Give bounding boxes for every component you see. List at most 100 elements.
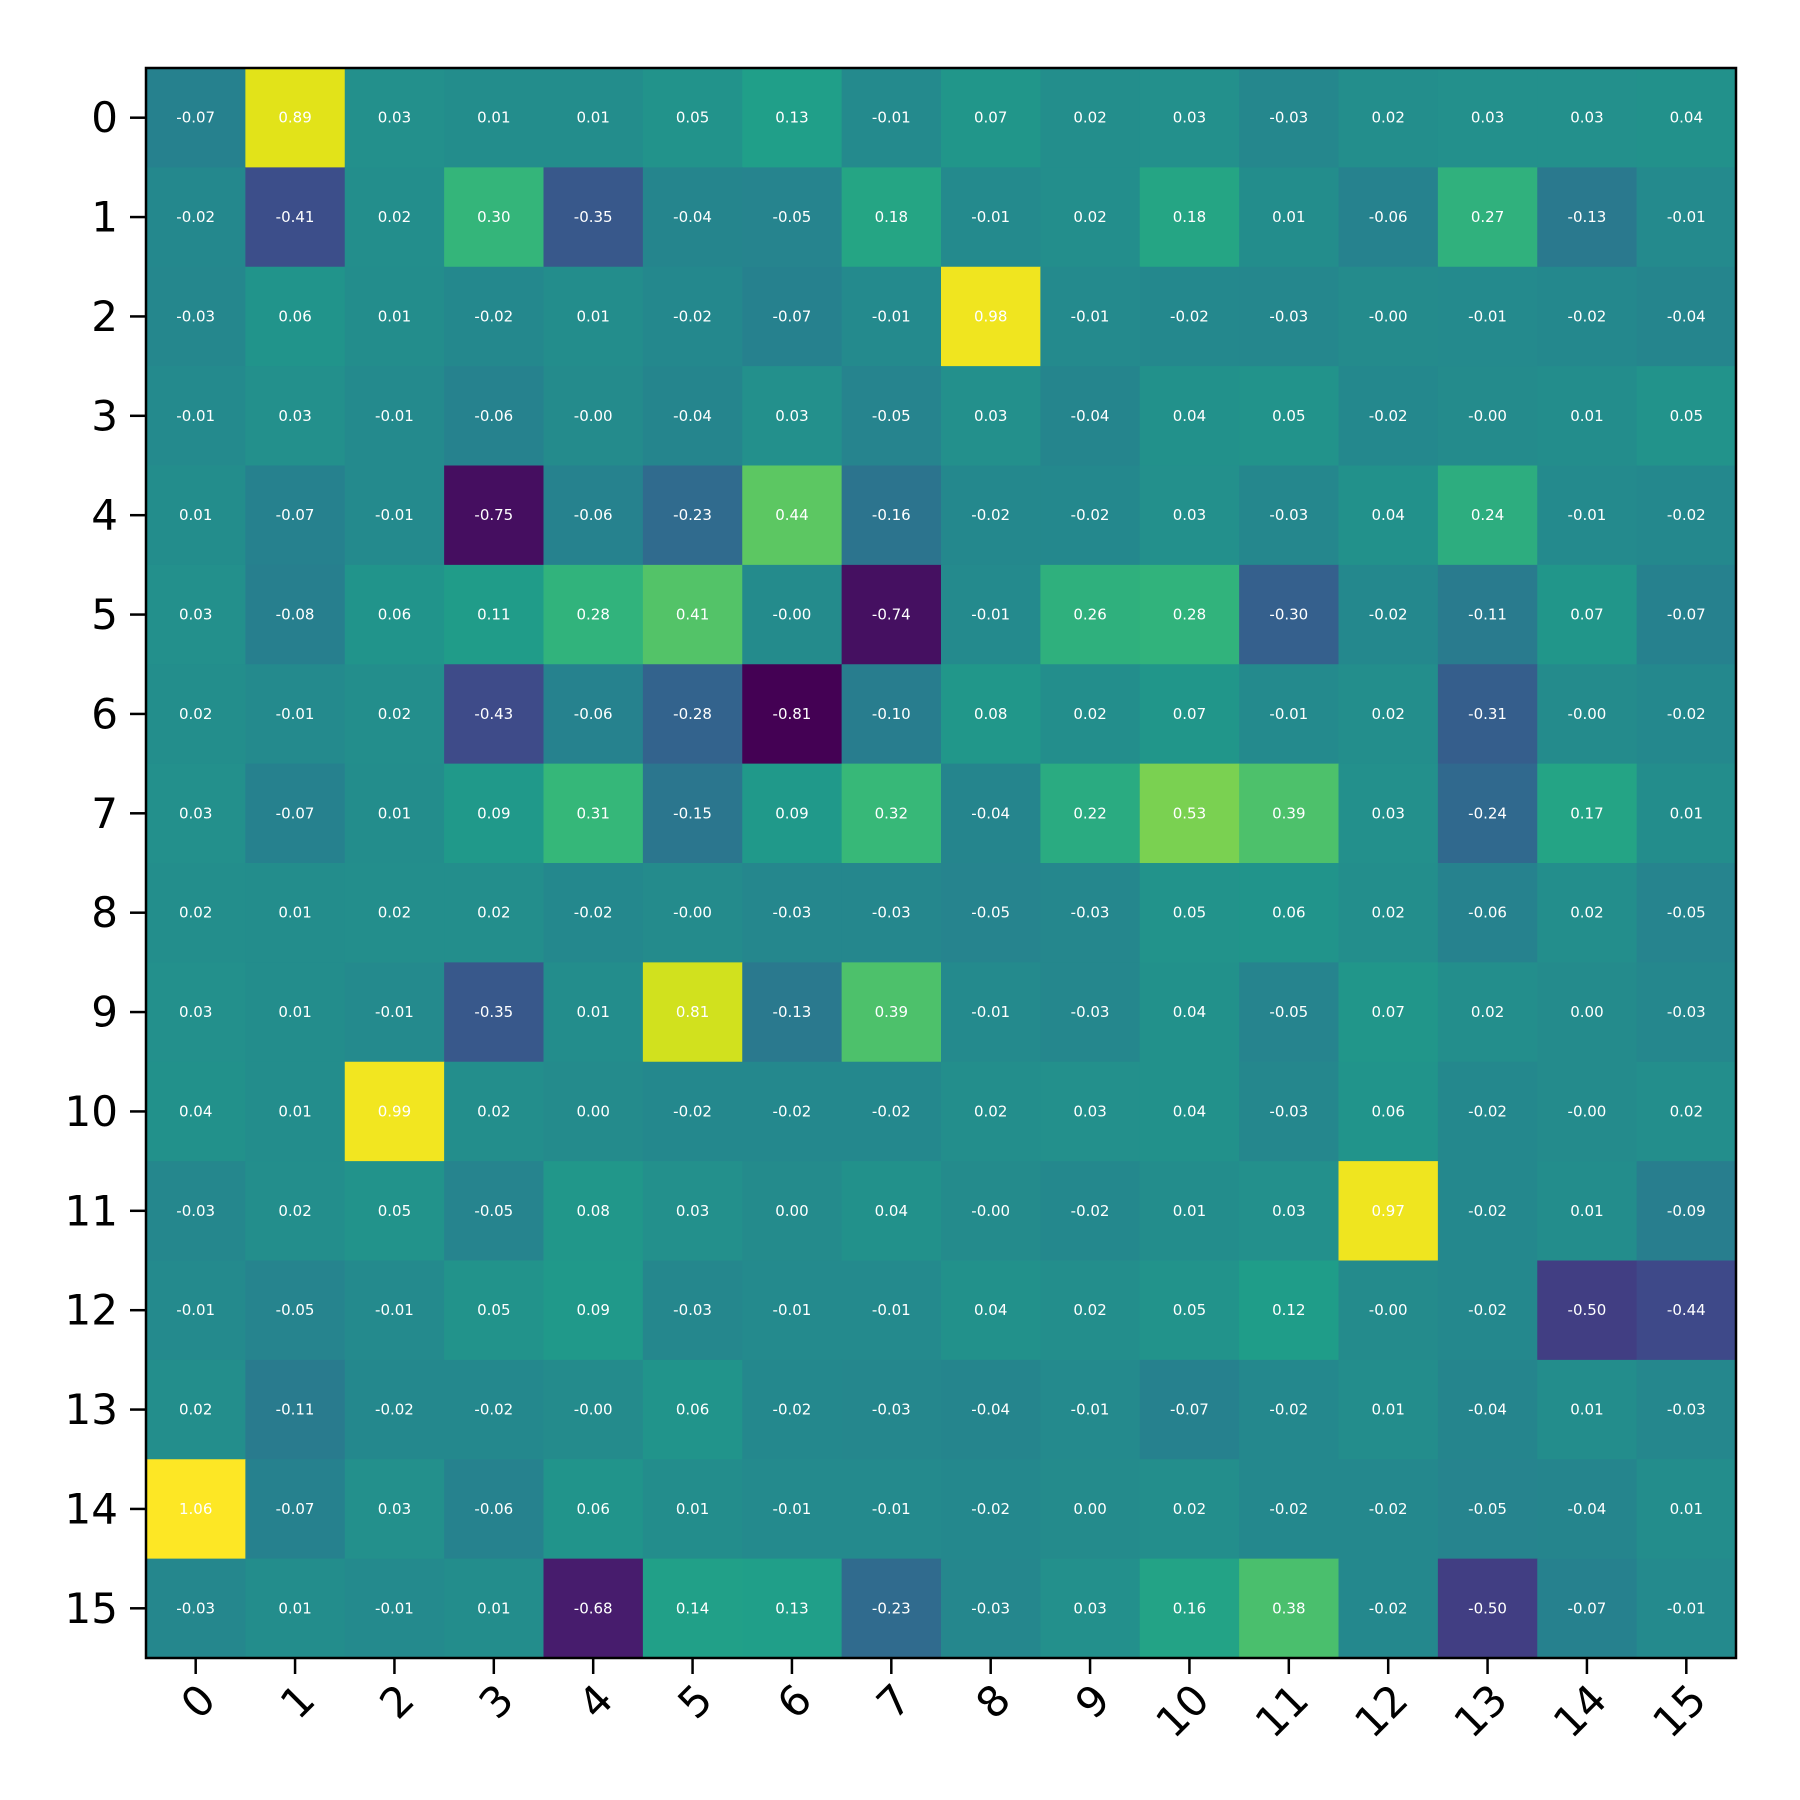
cell-value-label-r6-c11: -0.01 bbox=[1269, 705, 1308, 723]
heatmap-cell-r10-c14 bbox=[1537, 1061, 1638, 1162]
heatmap-cell-r2-c12 bbox=[1338, 266, 1439, 367]
cell-value-label-r1-c0: -0.02 bbox=[176, 208, 215, 226]
heatmap-cell-r5-c7 bbox=[841, 564, 942, 665]
heatmap-cell-r13-c10 bbox=[1139, 1359, 1240, 1460]
heatmap-cell-r12-c2 bbox=[344, 1260, 445, 1361]
heatmap-cell-r3-c5 bbox=[642, 366, 743, 467]
cell-value-label-r8-c1: 0.01 bbox=[278, 904, 311, 922]
heatmap-cell-r8-c13 bbox=[1437, 863, 1538, 963]
cell-value-label-r4-c11: -0.03 bbox=[1269, 506, 1308, 524]
y-tick-label-11: 11 bbox=[65, 1186, 118, 1235]
heatmap-cell-r7-c13 bbox=[1437, 763, 1538, 864]
heatmap-cell-r3-c11 bbox=[1239, 366, 1340, 467]
cell-value-label-r4-c10: 0.03 bbox=[1173, 506, 1206, 524]
cell-value-label-r5-c12: -0.02 bbox=[1369, 606, 1408, 624]
heatmap-cell-r14-c6 bbox=[742, 1459, 843, 1560]
cell-value-label-r0-c13: 0.03 bbox=[1471, 109, 1504, 127]
cell-value-label-r9-c14: 0.00 bbox=[1570, 1003, 1603, 1021]
heatmap-cell-r11-c2 bbox=[344, 1161, 445, 1262]
heatmap-cell-r12-c10 bbox=[1139, 1260, 1240, 1361]
heatmap-cell-r10-c6 bbox=[742, 1061, 843, 1162]
heatmap-cell-r10-c1 bbox=[245, 1061, 346, 1162]
cell-value-label-r3-c2: -0.01 bbox=[375, 407, 414, 425]
cell-value-label-r10-c9: 0.03 bbox=[1073, 1102, 1106, 1120]
heatmap-cell-r6-c2 bbox=[344, 664, 445, 765]
y-tick-label-2: 2 bbox=[91, 292, 118, 341]
heatmap-cell-r3-c13 bbox=[1437, 366, 1538, 467]
heatmap-cell-r1-c13 bbox=[1437, 167, 1538, 268]
cell-value-label-r1-c3: 0.30 bbox=[477, 208, 510, 226]
heatmap-cell-r8-c1 bbox=[245, 863, 346, 963]
cell-value-label-r10-c8: 0.02 bbox=[974, 1102, 1007, 1120]
cell-value-label-r6-c12: 0.02 bbox=[1371, 705, 1404, 723]
heatmap-cell-r14-c15 bbox=[1636, 1459, 1737, 1560]
cell-value-label-r9-c7: 0.39 bbox=[875, 1003, 908, 1021]
heatmap-cell-r9-c4 bbox=[543, 962, 644, 1063]
heatmap-cell-r0-c7 bbox=[841, 68, 942, 168]
heatmap-cell-r14-c1 bbox=[245, 1459, 346, 1560]
cell-value-label-r7-c3: 0.09 bbox=[477, 804, 510, 822]
cell-value-label-r15-c2: -0.01 bbox=[375, 1599, 414, 1617]
cell-value-label-r7-c9: 0.22 bbox=[1073, 804, 1106, 822]
cell-value-label-r0-c7: -0.01 bbox=[872, 109, 911, 127]
heatmap-cell-r6-c7 bbox=[841, 664, 942, 765]
heatmap-cell-r0-c12 bbox=[1338, 68, 1439, 168]
heatmap-cell-r7-c8 bbox=[941, 763, 1041, 864]
cell-value-label-r2-c5: -0.02 bbox=[673, 307, 712, 325]
cell-value-label-r10-c0: 0.04 bbox=[179, 1102, 212, 1120]
heatmap-cell-r9-c0 bbox=[146, 962, 246, 1063]
heatmap-cell-r12-c1 bbox=[245, 1260, 346, 1361]
heatmap-cell-r13-c14 bbox=[1537, 1359, 1638, 1460]
cell-value-label-r6-c9: 0.02 bbox=[1073, 705, 1106, 723]
cell-value-label-r7-c11: 0.39 bbox=[1272, 804, 1305, 822]
heatmap-cell-r0-c2 bbox=[344, 68, 445, 168]
cell-value-label-r3-c0: -0.01 bbox=[176, 407, 215, 425]
cell-value-label-r7-c7: 0.32 bbox=[875, 804, 908, 822]
heatmap-cell-r3-c1 bbox=[245, 366, 346, 467]
heatmap-cell-r12-c9 bbox=[1040, 1260, 1141, 1361]
cell-value-label-r5-c15: -0.07 bbox=[1667, 606, 1706, 624]
cell-value-label-r15-c0: -0.03 bbox=[176, 1599, 215, 1617]
heatmap-cell-r8-c5 bbox=[642, 863, 743, 963]
heatmap-cell-r8-c0 bbox=[146, 863, 246, 963]
cell-value-label-r0-c12: 0.02 bbox=[1371, 109, 1404, 127]
cell-value-label-r10-c5: -0.02 bbox=[673, 1102, 712, 1120]
cell-value-label-r11-c10: 0.01 bbox=[1173, 1202, 1206, 1220]
cell-value-label-r7-c5: -0.15 bbox=[673, 804, 712, 822]
heatmap-cell-r4-c7 bbox=[841, 465, 942, 566]
cell-value-label-r7-c13: -0.24 bbox=[1468, 804, 1507, 822]
heatmap-cell-r7-c0 bbox=[146, 763, 246, 864]
heatmap-cell-r14-c9 bbox=[1040, 1459, 1141, 1560]
heatmap-cell-r13-c7 bbox=[841, 1359, 942, 1460]
heatmap-cell-r11-c13 bbox=[1437, 1161, 1538, 1262]
heatmap-cell-r6-c3 bbox=[444, 664, 545, 765]
heatmap-cell-r4-c9 bbox=[1040, 465, 1141, 566]
cell-value-label-r11-c9: -0.02 bbox=[1071, 1202, 1110, 1220]
cell-value-label-r6-c1: -0.01 bbox=[276, 705, 315, 723]
cell-value-label-r13-c15: -0.03 bbox=[1667, 1401, 1706, 1419]
heatmap-cell-r11-c6 bbox=[742, 1161, 843, 1262]
cell-value-label-r10-c1: 0.01 bbox=[278, 1102, 311, 1120]
heatmap-cell-r4-c4 bbox=[543, 465, 644, 566]
heatmap-cell-r9-c9 bbox=[1040, 962, 1141, 1063]
heatmap-cell-r3-c7 bbox=[841, 366, 942, 467]
heatmap-cell-r6-c5 bbox=[642, 664, 743, 765]
cell-value-label-r8-c8: -0.05 bbox=[971, 904, 1010, 922]
cell-value-label-r1-c9: 0.02 bbox=[1073, 208, 1106, 226]
cell-value-label-r11-c14: 0.01 bbox=[1570, 1202, 1603, 1220]
cell-value-label-r11-c1: 0.02 bbox=[278, 1202, 311, 1220]
y-tick-label-0: 0 bbox=[91, 93, 118, 142]
heatmap-cell-r4-c2 bbox=[344, 465, 445, 566]
cell-value-label-r0-c3: 0.01 bbox=[477, 109, 510, 127]
heatmap-cell-r12-c6 bbox=[742, 1260, 843, 1361]
heatmap-cell-r11-c4 bbox=[543, 1161, 644, 1262]
y-tick-label-6: 6 bbox=[91, 689, 118, 738]
cell-value-label-r8-c0: 0.02 bbox=[179, 904, 212, 922]
heatmap-cell-r7-c5 bbox=[642, 763, 743, 864]
heatmap-cell-r12-c3 bbox=[444, 1260, 545, 1361]
cell-value-label-r15-c11: 0.38 bbox=[1272, 1599, 1305, 1617]
cell-value-label-r2-c15: -0.04 bbox=[1667, 307, 1706, 325]
heatmap-cell-r13-c12 bbox=[1338, 1359, 1439, 1460]
heatmap-cell-r14-c7 bbox=[841, 1459, 942, 1560]
